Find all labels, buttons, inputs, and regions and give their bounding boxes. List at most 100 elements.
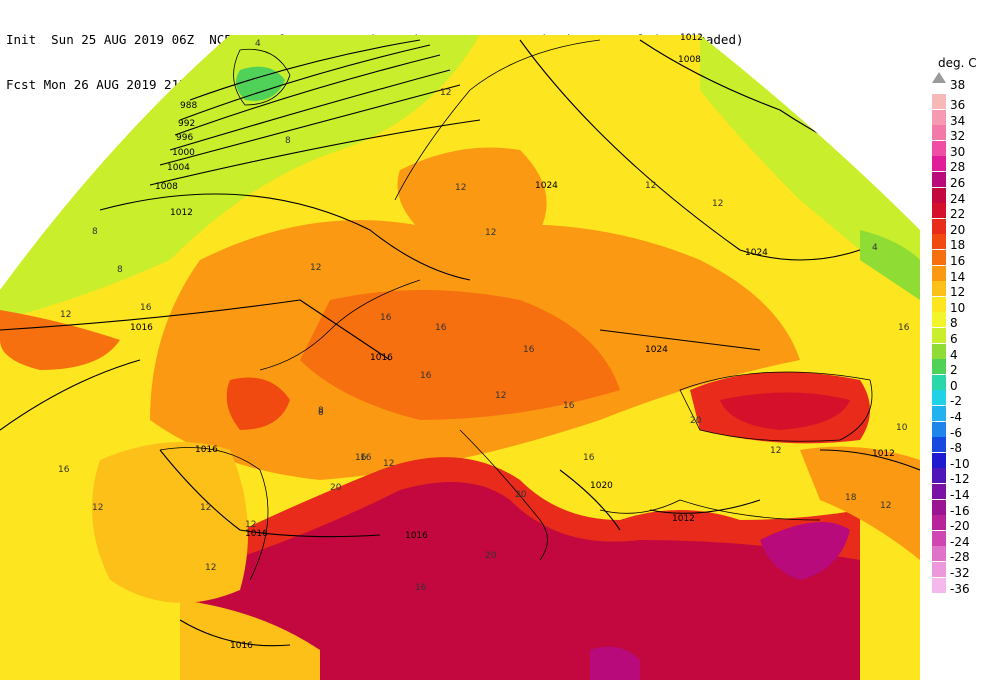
isobar-labels: 988 992 996 1000 1004 1008 1012 1012 100… [130, 33, 895, 651]
contour-label: 16 [523, 345, 535, 355]
contour-label: 16 [583, 453, 595, 463]
contour-label: 20 [330, 483, 342, 493]
contour-label: 16 [140, 303, 152, 313]
contour-label: 4 [872, 243, 878, 253]
legend-label: 2 [950, 363, 958, 378]
legend-label: 24 [950, 191, 966, 206]
legend-swatch [932, 281, 946, 297]
isobar-label: 1012 [872, 449, 895, 459]
isobar-label: 1016 [230, 641, 253, 651]
legend-label: -2 [950, 394, 962, 409]
legend-swatch [932, 530, 946, 546]
legend-swatch [932, 406, 946, 421]
legend-swatch [932, 499, 946, 515]
isobar-label: 1012 [170, 208, 193, 218]
legend-label: 6 [950, 332, 958, 346]
contour-label: 20 [515, 490, 527, 500]
legend-swatch [932, 250, 946, 265]
contour-label: 16 [415, 583, 427, 593]
isobar-label: 1012 [680, 33, 703, 43]
legend-label: -24 [950, 534, 970, 549]
contour-label: 12 [440, 88, 451, 98]
legend-swatch [932, 109, 946, 125]
legend-swatch [932, 468, 946, 484]
contour-label: 16 [58, 465, 70, 475]
legend-swatch [932, 484, 946, 499]
legend-label: 22 [950, 207, 966, 222]
legend-swatch [932, 452, 946, 468]
legend-swatch [932, 421, 946, 437]
legend-label: -6 [950, 425, 962, 440]
isobar-label: 1024 [745, 248, 768, 258]
isobar-label: 996 [176, 133, 193, 143]
legend-swatch [932, 218, 946, 234]
legend-swatch [932, 234, 946, 250]
isobar-label: 1008 [155, 182, 178, 192]
legend-label: 28 [950, 160, 966, 175]
legend-label: -10 [950, 456, 970, 471]
legend-swatch [932, 515, 946, 531]
contour-label: 12 [200, 503, 211, 513]
contour-label: 16 [435, 323, 447, 333]
legend-label: 32 [950, 129, 966, 144]
contour-label: 12 [310, 263, 321, 273]
legend-label: 18 [950, 238, 966, 253]
legend-swatch [932, 546, 946, 562]
legend-label: 8 [950, 316, 958, 331]
isobar-label: 1016 [370, 353, 393, 363]
contour-label: 16 [380, 313, 392, 323]
legend-swatch [932, 577, 946, 593]
legend-swatch [932, 125, 946, 141]
isobar-label: 992 [178, 119, 195, 129]
legend-label: -36 [950, 581, 970, 596]
legend-swatch [932, 94, 946, 109]
isobar-label: 1024 [535, 181, 558, 191]
contour-label: 8 [318, 406, 324, 416]
legend-label: 16 [950, 254, 966, 268]
legend-swatch [932, 296, 946, 312]
isobar-label: 1016 [195, 445, 218, 455]
contour-label: 12 [205, 563, 216, 573]
contour-label: 12 [485, 228, 496, 238]
contour-label: 12 [495, 391, 506, 401]
contour-label: 12 [383, 459, 394, 469]
legend-label: 30 [950, 144, 966, 159]
contour-label: 16 [898, 323, 910, 333]
isobar-label: 1016 [130, 323, 153, 333]
legend-swatch [932, 562, 946, 577]
contour-label: 8 [285, 136, 291, 146]
dewpoint-map: 988 992 996 1000 1004 1008 1012 1012 100… [0, 33, 920, 680]
legend-label: -4 [950, 410, 962, 424]
contour-label: 8 [117, 265, 123, 275]
legend-swatch [932, 328, 946, 343]
legend-swatch [932, 187, 946, 203]
legend-label: -32 [950, 566, 970, 580]
isobar-label: 1016 [405, 531, 428, 541]
contour-label: 12 [92, 503, 103, 513]
legend-swatch [932, 265, 946, 281]
isobar-label: 1000 [172, 148, 195, 158]
legend-label: 0 [950, 378, 958, 393]
legend-label: 20 [950, 222, 966, 237]
legend-label: -20 [950, 519, 970, 534]
legend-swatch [932, 140, 946, 156]
contour-label: 8 [92, 227, 98, 237]
isobar-label: 1012 [672, 514, 695, 524]
legend-label: 34 [950, 113, 966, 128]
legend-label: 36 [950, 98, 966, 112]
contour-label: 20 [690, 416, 702, 426]
contour-label: 18 [845, 493, 857, 503]
contour-label: 12 [770, 446, 781, 456]
legend-swatch [932, 156, 946, 172]
contour-label: 12 [60, 310, 71, 320]
legend-swatch [932, 312, 946, 328]
isobar-label: 1004 [167, 163, 190, 173]
legend-label: 10 [950, 300, 966, 315]
legend-title: deg. C [938, 56, 977, 70]
contour-label: 12 [712, 199, 723, 209]
contour-label: 12 [880, 501, 891, 511]
legend-swatch [932, 343, 946, 359]
legend-swatch [932, 203, 946, 219]
legend-swatch [932, 390, 946, 406]
legend-label: -16 [950, 503, 970, 518]
